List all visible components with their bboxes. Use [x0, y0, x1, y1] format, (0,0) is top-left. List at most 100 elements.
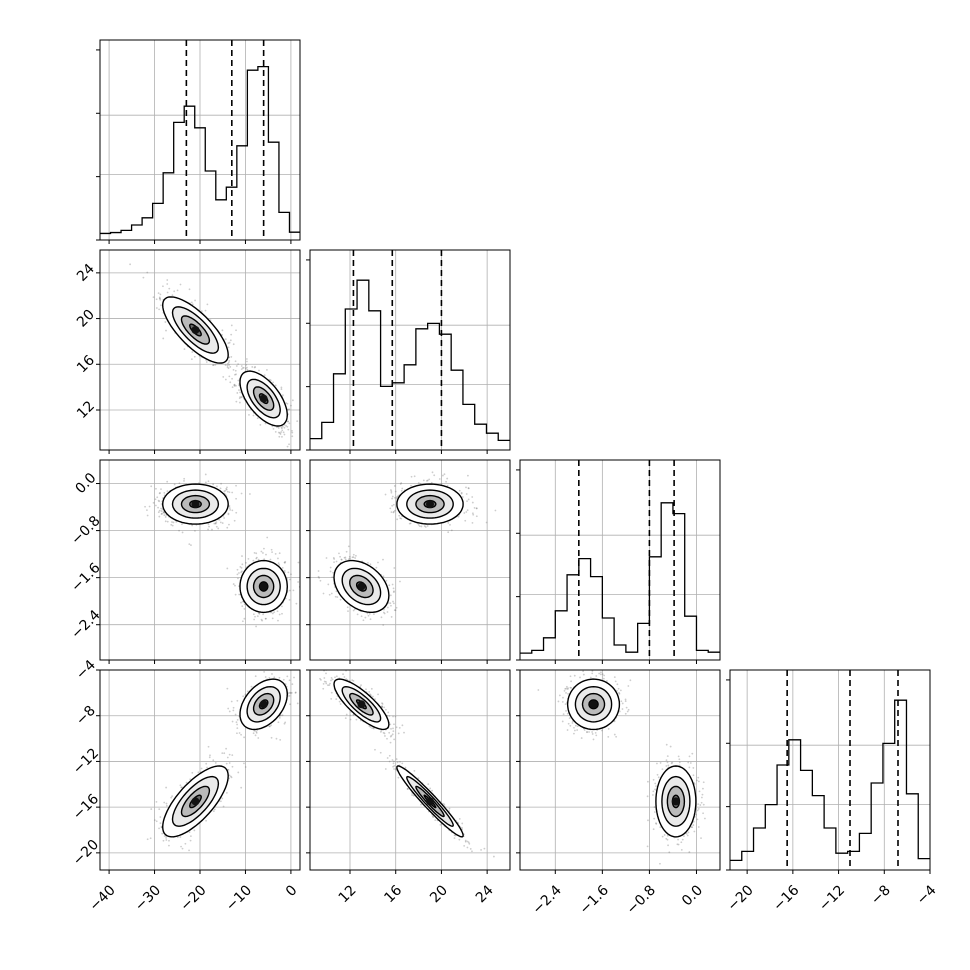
scatter-point	[212, 483, 215, 486]
scatter-point	[166, 291, 169, 294]
scatter-point	[283, 561, 286, 564]
scatter-point	[243, 603, 246, 606]
grid-lines	[100, 40, 300, 240]
scatter-point	[348, 557, 351, 560]
scatter-point	[297, 561, 300, 564]
scatter-point	[235, 400, 238, 403]
scatter-point	[438, 478, 441, 480]
scatter-point	[328, 593, 331, 596]
scatter-point	[241, 395, 243, 398]
scatter-point	[426, 525, 429, 527]
scatter-point	[296, 420, 299, 423]
scatter-point	[190, 544, 192, 547]
scatter-point	[471, 496, 474, 498]
scatter-point	[457, 515, 460, 518]
scatter-point	[390, 511, 393, 513]
scatter-point	[180, 786, 183, 789]
scatter-point	[234, 584, 236, 587]
scatter-point	[397, 494, 400, 497]
scatter-point	[236, 392, 239, 394]
scatter-point	[283, 561, 286, 564]
scatter-point	[332, 571, 335, 574]
scatter-point	[158, 827, 160, 830]
scatter-point	[256, 417, 259, 420]
scatter-point	[248, 413, 250, 416]
scatter-point	[286, 402, 289, 405]
scatter-point	[297, 581, 300, 583]
scatter-point	[142, 276, 145, 279]
scatter-point	[384, 493, 387, 496]
scatter-point	[399, 483, 402, 485]
scatter-point	[212, 364, 215, 367]
scatter-point	[163, 514, 166, 517]
scatter-point	[278, 613, 281, 616]
scatter-point	[165, 329, 167, 332]
scatter-point	[283, 433, 286, 436]
scatter-point	[238, 397, 241, 400]
scatter-point	[400, 482, 403, 484]
scatter-point	[222, 376, 225, 378]
scatter-point	[158, 500, 161, 503]
scatter-point	[144, 505, 146, 508]
scatter-point	[227, 342, 230, 345]
scatter-point	[401, 487, 404, 490]
scatter-point	[430, 481, 433, 484]
scatter-point	[281, 394, 284, 397]
grid-lines	[100, 460, 300, 660]
scatter-point	[227, 513, 230, 516]
scatter-point	[165, 839, 168, 841]
scatter-point	[205, 819, 207, 822]
scatter-point	[181, 531, 184, 534]
scatter-point	[467, 474, 469, 477]
scatter-point	[181, 523, 183, 526]
scatter-point	[176, 836, 179, 839]
scatter-point	[193, 355, 196, 358]
scatter-point	[241, 620, 244, 623]
scatter-point	[278, 435, 281, 438]
scatter-point	[229, 339, 232, 342]
scatter-panel-1-2	[96, 249, 301, 454]
scatter-point	[231, 754, 234, 757]
scatter-point	[460, 491, 463, 494]
scatter-point	[392, 587, 395, 590]
scatter-point	[191, 351, 194, 353]
scatter-point	[410, 484, 412, 487]
scatter-point	[233, 384, 236, 386]
scatter-point	[219, 487, 222, 490]
scatter-point	[418, 525, 421, 528]
scatter-point	[274, 552, 277, 555]
scatter-point	[181, 847, 184, 850]
scatter-point	[395, 496, 398, 499]
scatter-point	[171, 795, 174, 798]
scatter-point	[183, 348, 186, 350]
scatter-point	[244, 766, 247, 768]
scatter-point	[239, 391, 241, 394]
scatter-point	[173, 290, 176, 293]
scatter-point	[345, 550, 348, 553]
scatter-point	[234, 360, 237, 363]
scatter-point	[215, 525, 218, 528]
grid-lines	[100, 670, 300, 870]
scatter-point	[226, 366, 229, 369]
scatter-point	[256, 615, 259, 617]
scatter-point	[333, 561, 335, 564]
scatter-point	[258, 612, 260, 615]
scatter-point	[204, 473, 207, 476]
scatter-point	[228, 360, 231, 362]
scatter-point	[214, 522, 217, 525]
scatter-point	[362, 619, 365, 622]
scatter-point	[400, 517, 403, 520]
scatter-point	[178, 529, 180, 532]
scatter-point	[188, 288, 191, 291]
scatter-point	[154, 504, 157, 507]
scatter-point	[146, 509, 148, 512]
scatter-point	[393, 485, 396, 487]
scatter-point	[243, 762, 245, 765]
scatter-point	[471, 512, 474, 515]
scatter-point	[205, 762, 208, 765]
scatter-point	[152, 501, 155, 504]
scatter-point	[233, 519, 236, 522]
scatter-point	[420, 525, 423, 528]
scatter-point	[230, 356, 233, 358]
scatter-point	[278, 432, 281, 434]
